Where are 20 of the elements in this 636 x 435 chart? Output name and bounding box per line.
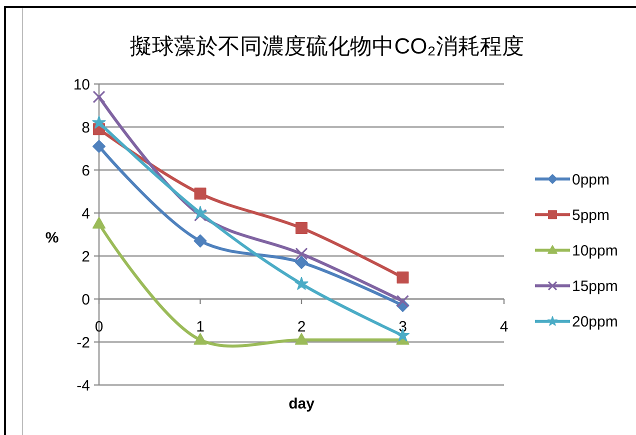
x-tick-label: 0: [94, 318, 104, 336]
y-tick-label: 8: [82, 119, 90, 136]
y-tick-label: 2: [82, 248, 90, 266]
legend-label: 15ppm: [572, 278, 618, 296]
x-axis-title: day: [288, 395, 316, 412]
legend-label: 0ppm: [572, 171, 610, 188]
y-tick-label: 4: [82, 205, 90, 222]
chart-title: 擬球藻於不同濃度硫化物中CO₂消耗程度: [130, 34, 524, 59]
x-tick-label: 2: [297, 318, 306, 336]
x-tick-label: 1: [196, 318, 204, 336]
y-tick-label: 0: [82, 291, 90, 308]
y-axis-title: %: [45, 229, 59, 246]
legend-label: 5ppm: [572, 206, 610, 224]
y-tick-label: -2: [76, 334, 90, 352]
x-tick-label: 4: [500, 318, 508, 336]
y-tick-label: 6: [82, 162, 90, 180]
legend-label: 20ppm: [572, 314, 618, 331]
y-tick-label: -4: [76, 377, 90, 394]
legend-label: 10ppm: [572, 242, 618, 260]
y-tick-label: 10: [73, 76, 90, 94]
